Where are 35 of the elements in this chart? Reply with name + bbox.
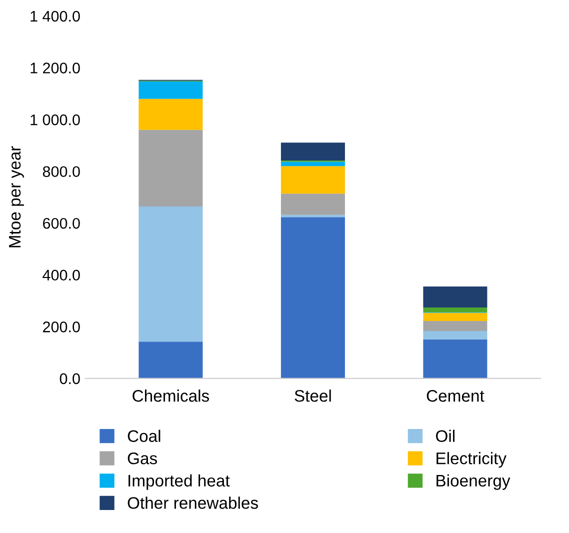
legend-label: Electricity — [436, 452, 506, 468]
bar — [423, 331, 488, 340]
bar — [423, 320, 488, 332]
y-tick-label: 400.0 — [42, 270, 80, 281]
bar — [138, 206, 203, 342]
y-axis-title: Mtoe per year — [9, 146, 24, 248]
y-tick-label: 1 400.0 — [30, 10, 80, 22]
y-tick-label: 0.0 — [60, 373, 80, 384]
bar — [423, 286, 488, 308]
bar — [280, 217, 345, 378]
bar — [138, 81, 203, 99]
y-tick-label: 200.0 — [43, 322, 80, 332]
legend-label: Bioenergy — [436, 474, 510, 490]
bar — [423, 307, 488, 312]
bar — [280, 194, 345, 215]
legend-label: Gas — [128, 452, 157, 464]
y-tick-label: 1 000.0 — [30, 114, 80, 126]
y-tick-label: 800.0 — [42, 166, 80, 178]
bar — [423, 339, 488, 378]
bar — [280, 162, 345, 166]
x-tick-label: Cement — [426, 390, 484, 402]
legend-label: Imported heat — [128, 474, 230, 490]
bar — [138, 130, 203, 207]
bar — [423, 312, 488, 321]
y-tick-label: 1 200.0 — [30, 62, 80, 74]
bar — [280, 142, 345, 160]
bar — [138, 342, 203, 378]
legend-label: Coal — [128, 430, 160, 442]
y-tick-label: 600.0 — [43, 218, 80, 229]
bar — [280, 166, 345, 194]
legend-label: Other renewables — [128, 496, 258, 509]
x-tick-label: Chemicals — [132, 390, 209, 402]
x-tick-label: Steel — [294, 390, 331, 402]
bar — [138, 98, 203, 130]
legend-label: Oil — [436, 430, 454, 442]
